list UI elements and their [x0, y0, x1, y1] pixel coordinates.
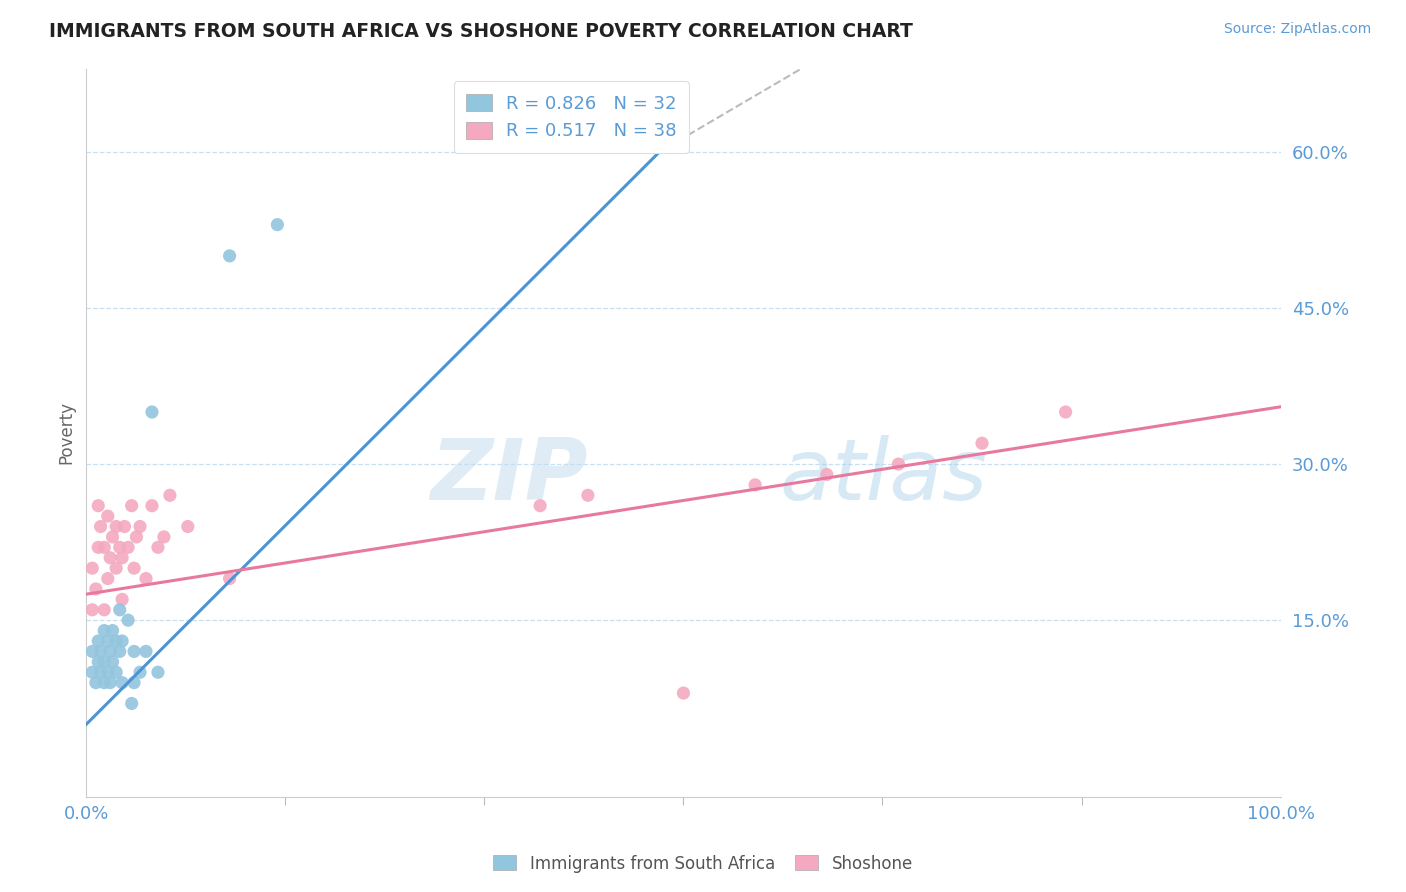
- Point: [98, 644, 121, 658]
- Legend: Immigrants from South Africa, Shoshone: Immigrants from South Africa, Shoshone: [486, 848, 920, 880]
- Point: [82, 603, 104, 617]
- Point: [744, 478, 766, 492]
- Point: [108, 541, 131, 555]
- Point: [129, 665, 152, 680]
- Point: [97, 509, 120, 524]
- Point: [90, 644, 112, 658]
- Point: [121, 697, 143, 711]
- Text: IMMIGRANTS FROM SOUTH AFRICA VS SHOSHONE POVERTY CORRELATION CHART: IMMIGRANTS FROM SOUTH AFRICA VS SHOSHONE…: [49, 22, 912, 41]
- Point: [82, 665, 104, 680]
- Point: [98, 550, 121, 565]
- Point: [266, 218, 288, 232]
- Point: [84, 582, 107, 596]
- Point: [141, 405, 163, 419]
- Point: [117, 541, 139, 555]
- Point: [114, 519, 136, 533]
- Text: Source: ZipAtlas.com: Source: ZipAtlas.com: [1223, 22, 1371, 37]
- Point: [105, 519, 128, 533]
- Point: [97, 665, 120, 680]
- Point: [125, 530, 148, 544]
- Point: [87, 499, 110, 513]
- Point: [146, 541, 169, 555]
- Point: [101, 624, 124, 638]
- Legend: R = 0.826   N = 32, R = 0.517   N = 38: R = 0.826 N = 32, R = 0.517 N = 38: [454, 81, 689, 153]
- Point: [135, 644, 157, 658]
- Point: [122, 561, 145, 575]
- Point: [159, 488, 181, 502]
- Point: [121, 499, 143, 513]
- Point: [105, 634, 128, 648]
- Point: [146, 665, 169, 680]
- Text: ZIP: ZIP: [430, 435, 588, 518]
- Text: atlas: atlas: [779, 435, 987, 518]
- Point: [82, 561, 104, 575]
- Point: [87, 634, 110, 648]
- Point: [97, 572, 120, 586]
- Point: [218, 249, 240, 263]
- Point: [97, 634, 120, 648]
- Point: [101, 530, 124, 544]
- Point: [111, 675, 134, 690]
- Point: [105, 665, 128, 680]
- Point: [177, 519, 200, 533]
- Point: [153, 530, 176, 544]
- Point: [93, 603, 115, 617]
- Point: [93, 675, 115, 690]
- Point: [90, 665, 112, 680]
- Point: [218, 572, 240, 586]
- Point: [117, 613, 139, 627]
- Point: [672, 686, 695, 700]
- Point: [576, 488, 599, 502]
- Point: [93, 655, 115, 669]
- Point: [84, 675, 107, 690]
- Point: [970, 436, 993, 450]
- Point: [129, 519, 152, 533]
- Y-axis label: Poverty: Poverty: [58, 401, 75, 465]
- Point: [122, 675, 145, 690]
- Point: [108, 603, 131, 617]
- Point: [87, 541, 110, 555]
- Point: [111, 550, 134, 565]
- Point: [111, 592, 134, 607]
- Point: [105, 561, 128, 575]
- Point: [93, 541, 115, 555]
- Point: [141, 499, 163, 513]
- Point: [98, 675, 121, 690]
- Point: [111, 634, 134, 648]
- Point: [93, 624, 115, 638]
- Point: [101, 655, 124, 669]
- Point: [135, 572, 157, 586]
- Point: [87, 655, 110, 669]
- Point: [108, 644, 131, 658]
- Point: [82, 644, 104, 658]
- Point: [90, 519, 112, 533]
- Point: [529, 499, 551, 513]
- Point: [815, 467, 838, 482]
- Point: [887, 457, 910, 471]
- Point: [1054, 405, 1077, 419]
- Point: [122, 644, 145, 658]
